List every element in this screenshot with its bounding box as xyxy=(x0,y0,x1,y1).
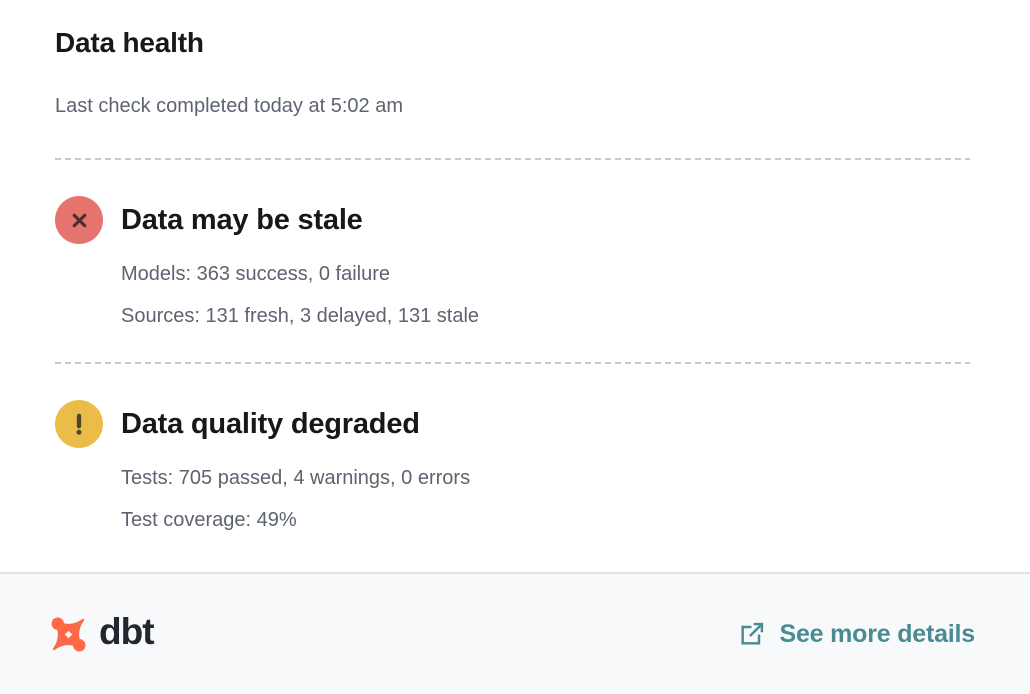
exclamation-circle-icon xyxy=(55,400,103,448)
dbt-logo-icon xyxy=(51,617,86,651)
dbt-logo: dbt xyxy=(47,611,155,656)
see-more-details-link[interactable]: See more details xyxy=(738,620,975,649)
section-heading-stale: Data may be stale xyxy=(121,204,363,236)
test-coverage-text: Test coverage: 49% xyxy=(121,509,297,531)
section-quality-details: Tests: 705 passed, 4 warnings, 0 errors … xyxy=(121,466,970,532)
section-freshness-header: Data may be stale xyxy=(55,196,970,244)
last-check-status: Last check completed today at 5:02 am xyxy=(55,95,403,117)
section-freshness-details: Models: 363 success, 0 failure Sources: … xyxy=(121,262,970,328)
see-more-details-label: See more details xyxy=(779,619,975,648)
dashed-divider xyxy=(55,158,970,160)
dashed-divider xyxy=(55,362,970,364)
models-status-text: Models: 363 success, 0 failure xyxy=(121,263,391,285)
page-title: Data health xyxy=(55,27,204,58)
card-content: Data health Last check completed today a… xyxy=(55,27,970,532)
section-heading-quality: Data quality degraded xyxy=(121,408,420,440)
section-quality: Data quality degraded Tests: 705 passed,… xyxy=(55,400,970,532)
x-circle-icon xyxy=(55,196,103,244)
tests-status-text: Tests: 705 passed, 4 warnings, 0 errors xyxy=(121,467,471,489)
dbt-logo-text: dbt xyxy=(99,611,155,652)
external-link-icon xyxy=(741,622,764,645)
section-freshness: Data may be stale Models: 363 success, 0… xyxy=(55,196,970,328)
section-quality-header: Data quality degraded xyxy=(55,400,970,448)
sources-status-text: Sources: 131 fresh, 3 delayed, 131 stale xyxy=(121,305,480,327)
card-footer: dbt See more details xyxy=(0,572,1030,694)
